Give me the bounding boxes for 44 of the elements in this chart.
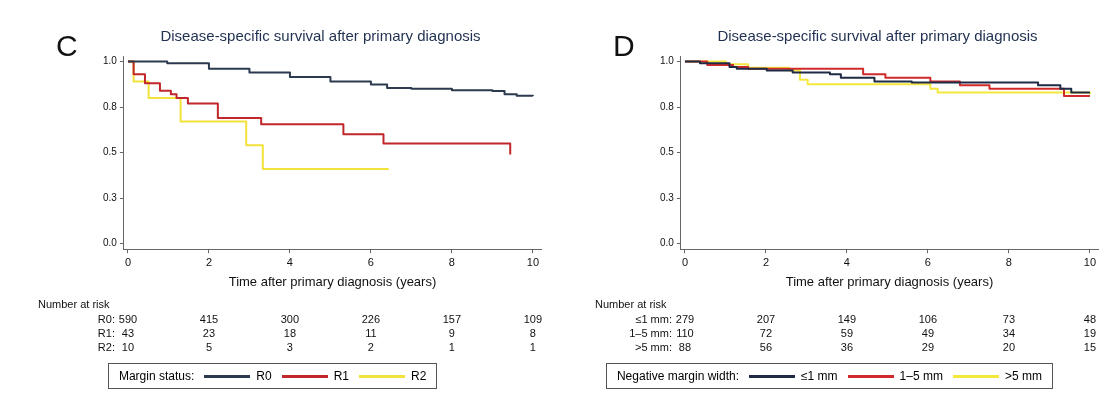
text: C bbox=[56, 29, 78, 62]
y-tick-label: 1.0 bbox=[103, 55, 118, 67]
x-tick-label: 2 bbox=[762, 255, 769, 268]
y-tick-label: 1.0 bbox=[660, 55, 675, 67]
y-tick-label: 0.3 bbox=[660, 191, 675, 203]
chart-title: Disease-specific survival after primary diagnosis bbox=[717, 27, 1038, 45]
y-tick-label: 0.3 bbox=[103, 191, 118, 203]
y-tick-label: 0.5 bbox=[660, 146, 675, 158]
text: R1: 43 23 18 11 9 8 bbox=[97, 327, 536, 339]
text: Number at risk bbox=[38, 298, 110, 310]
text: 1–5 mm: 110 72 59 49 34 19 bbox=[629, 327, 1097, 339]
y-tick-label: 0.5 bbox=[103, 146, 118, 158]
y-tick-label: 0.8 bbox=[660, 100, 675, 112]
x-tick-label: 4 bbox=[286, 255, 293, 268]
y-tick-label: 0.8 bbox=[103, 100, 118, 112]
legend-label: R2 bbox=[410, 369, 427, 383]
legend-label: R0 bbox=[255, 369, 272, 383]
legend-title: Negative margin width: bbox=[616, 369, 739, 383]
legend-label: R1 bbox=[332, 369, 349, 383]
legend-title: Margin status: bbox=[118, 369, 195, 383]
text: D bbox=[613, 29, 635, 62]
chart-title: Disease-specific survival after primary diagnosis bbox=[160, 27, 481, 45]
x-tick-label: 0 bbox=[681, 255, 689, 268]
x-axis-title: Time after primary diagnosis (years) bbox=[785, 273, 994, 289]
legend-label: 1–5 mm bbox=[898, 369, 943, 383]
text: R2: 10 5 3 2 1 1 bbox=[97, 341, 536, 353]
y-tick-label: 0.0 bbox=[103, 237, 118, 249]
legend-label: >5 mm bbox=[1003, 369, 1042, 383]
text: Number at risk bbox=[595, 298, 667, 310]
text: R0: 590 415 300 226 157 109 bbox=[97, 313, 543, 325]
x-tick-label: 6 bbox=[924, 255, 931, 268]
x-tick-label: 2 bbox=[205, 255, 212, 268]
x-tick-label: 0 bbox=[124, 255, 132, 268]
text: >5 mm: 88 56 36 29 20 15 bbox=[634, 341, 1097, 353]
x-axis-title: Time after primary diagnosis (years) bbox=[228, 273, 437, 289]
x-tick-label: 4 bbox=[843, 255, 850, 268]
text: ≤1 mm: 279 207 149 106 73 48 bbox=[635, 313, 1097, 325]
x-tick-label: 10 bbox=[526, 255, 540, 268]
x-tick-label: 6 bbox=[367, 255, 374, 268]
y-tick-label: 0.0 bbox=[660, 237, 675, 249]
x-tick-label: 8 bbox=[1005, 255, 1012, 268]
x-tick-label: 8 bbox=[448, 255, 455, 268]
x-tick-label: 10 bbox=[1083, 255, 1097, 268]
legend-label: ≤1 mm bbox=[800, 369, 838, 383]
